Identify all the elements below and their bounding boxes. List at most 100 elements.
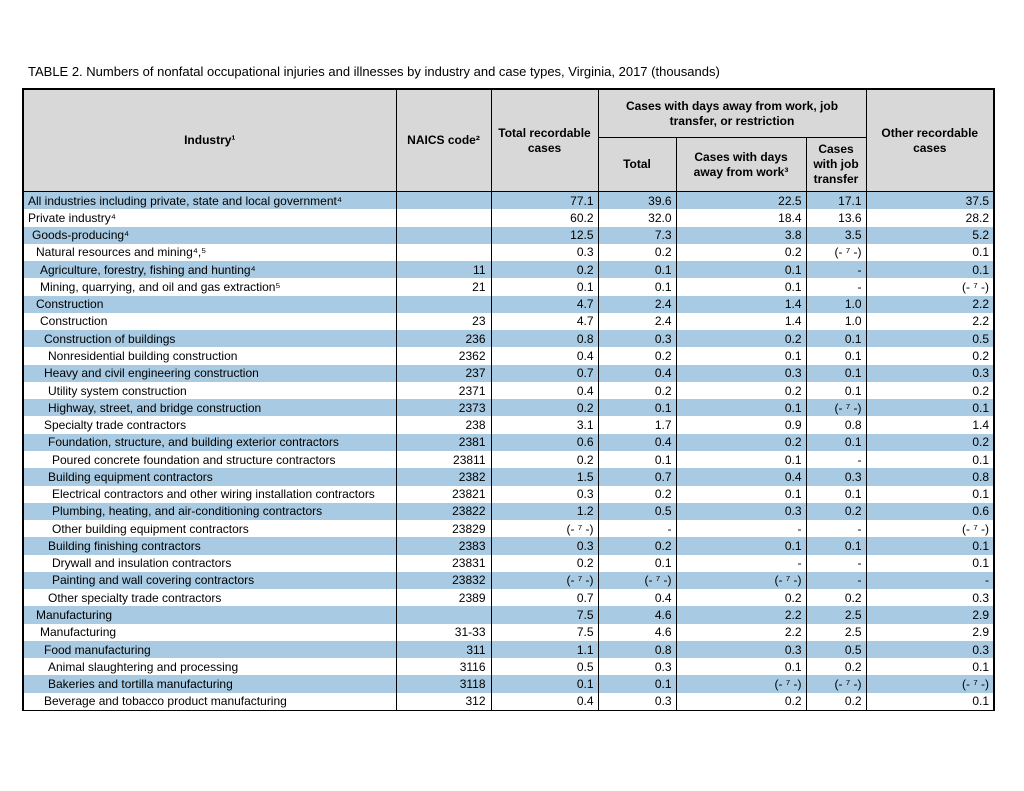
days-away-from-work-cell: 0.2 [675, 330, 807, 348]
dart-total-cell: (- ⁷ -) [597, 571, 677, 590]
total-recordable-cell: 0.4 [490, 347, 599, 365]
job-transfer-cell: 0.1 [805, 330, 867, 348]
dart-total-cell: 0.2 [597, 381, 677, 400]
industry-name-cell: Manufacturing [22, 623, 397, 641]
industry-name-cell: Highway, street, and bridge construction [22, 399, 397, 417]
dart-total-cell: 0.5 [597, 502, 677, 521]
column-header-naics-code: NAICS code² [395, 88, 492, 192]
naics-code-cell: 312 [395, 692, 492, 711]
other-recordable-cell: 2.2 [865, 312, 995, 331]
industry-name-cell: Private industry⁴ [22, 209, 397, 227]
job-transfer-cell: 2.5 [805, 606, 867, 624]
days-away-from-work-cell: 0.1 [675, 278, 807, 296]
total-recordable-cell: (- ⁷ -) [490, 571, 599, 590]
industry-name-cell: Specialty trade contractors [22, 416, 397, 434]
days-away-from-work-cell: 18.4 [675, 209, 807, 227]
industry-name-cell: Painting and wall covering contractors [22, 571, 397, 590]
job-transfer-cell: (- ⁷ -) [805, 675, 867, 693]
days-away-from-work-cell: 0.1 [675, 261, 807, 279]
other-recordable-cell: 0.1 [865, 261, 995, 279]
naics-code-cell: 2389 [395, 589, 492, 607]
industry-name-cell: Construction of buildings [22, 330, 397, 348]
dart-total-cell: 0.2 [597, 485, 677, 503]
column-header-total-recordable-cases: Total recordable cases [490, 88, 599, 192]
total-recordable-cell: 0.3 [490, 485, 599, 503]
other-recordable-cell: 0.1 [865, 537, 995, 555]
days-away-from-work-cell: 0.1 [675, 658, 807, 676]
table-row: Manufacturing 31-33 7.5 4.6 2.2 2.5 2.9 [22, 623, 995, 641]
dart-total-cell: 7.3 [597, 226, 677, 244]
days-away-from-work-cell: (- ⁷ -) [675, 675, 807, 693]
table-row: Beverage and tobacco product manufacturi… [22, 692, 995, 711]
table-row: Construction 23 4.7 2.4 1.4 1.0 2.2 [22, 312, 995, 331]
job-transfer-cell: 0.5 [805, 640, 867, 659]
total-recordable-cell: 7.5 [490, 606, 599, 624]
table-row: Construction 4.7 2.4 1.4 1.0 2.2 [22, 295, 995, 313]
other-recordable-cell: 0.1 [865, 450, 995, 469]
total-recordable-cell: 12.5 [490, 226, 599, 244]
column-header-dart-total: Total [597, 137, 677, 192]
table-row: Natural resources and mining⁴,⁵ 0.3 0.2 … [22, 243, 995, 262]
job-transfer-cell: 13.6 [805, 209, 867, 227]
industry-name-cell: Foundation, structure, and building exte… [22, 433, 397, 451]
other-recordable-cell: 0.1 [865, 399, 995, 417]
total-recordable-cell: (- ⁷ -) [490, 520, 599, 538]
table-row: All industries including private, state … [22, 191, 995, 210]
job-transfer-cell: 0.1 [805, 485, 867, 503]
column-header-days-away-from-work: Cases with days away from work³ [675, 137, 807, 192]
other-recordable-cell: 2.9 [865, 623, 995, 641]
other-recordable-cell: 0.3 [865, 640, 995, 659]
dart-total-cell: 0.8 [597, 640, 677, 659]
other-recordable-cell: 0.8 [865, 468, 995, 486]
job-transfer-cell: - [805, 554, 867, 572]
industry-name-cell: Manufacturing [22, 606, 397, 624]
table-row: Agriculture, forestry, fishing and hunti… [22, 261, 995, 279]
dart-total-cell: 0.3 [597, 692, 677, 711]
injuries-table: Industry¹ NAICS code² Total recordable c… [22, 88, 995, 711]
other-recordable-cell: 0.1 [865, 485, 995, 503]
industry-name-cell: Animal slaughtering and processing [22, 658, 397, 676]
dart-total-cell: 1.7 [597, 416, 677, 434]
table-row: Foundation, structure, and building exte… [22, 433, 995, 451]
job-transfer-cell: 1.0 [805, 312, 867, 331]
total-recordable-cell: 60.2 [490, 209, 599, 227]
table-row: Other building equipment contractors 238… [22, 520, 995, 538]
job-transfer-cell: 0.2 [805, 502, 867, 521]
dart-total-cell: 0.2 [597, 537, 677, 555]
job-transfer-cell: 1.0 [805, 295, 867, 313]
total-recordable-cell: 0.5 [490, 658, 599, 676]
days-away-from-work-cell: 0.3 [675, 364, 807, 382]
days-away-from-work-cell: 1.4 [675, 295, 807, 313]
other-recordable-cell: (- ⁷ -) [865, 278, 995, 296]
naics-code-cell: 31-33 [395, 623, 492, 641]
dart-total-cell: 0.7 [597, 468, 677, 486]
other-recordable-cell: 37.5 [865, 191, 995, 210]
naics-code-cell: 23822 [395, 502, 492, 521]
table-row: Nonresidential building construction 236… [22, 347, 995, 365]
other-recordable-cell: 0.1 [865, 554, 995, 572]
table-body: All industries including private, state … [22, 191, 995, 711]
industry-name-cell: Other specialty trade contractors [22, 589, 397, 607]
table-row: Electrical contractors and other wiring … [22, 485, 995, 503]
naics-code-cell: 2381 [395, 433, 492, 451]
naics-code-cell: 237 [395, 364, 492, 382]
days-away-from-work-cell: 0.2 [675, 589, 807, 607]
table-row: Bakeries and tortilla manufacturing 3118… [22, 675, 995, 693]
naics-code-cell [395, 226, 492, 244]
table-row: Drywall and insulation contractors 23831… [22, 554, 995, 572]
days-away-from-work-cell: (- ⁷ -) [675, 571, 807, 590]
dart-total-cell: 39.6 [597, 191, 677, 210]
naics-code-cell: 2362 [395, 347, 492, 365]
total-recordable-cell: 0.3 [490, 537, 599, 555]
job-transfer-cell: (- ⁷ -) [805, 399, 867, 417]
days-away-from-work-cell: 0.1 [675, 399, 807, 417]
dart-total-cell: 0.1 [597, 399, 677, 417]
other-recordable-cell: 0.3 [865, 589, 995, 607]
job-transfer-cell: 0.1 [805, 537, 867, 555]
table-row: Utility system construction 2371 0.4 0.2… [22, 381, 995, 400]
job-transfer-cell: - [805, 571, 867, 590]
total-recordable-cell: 0.4 [490, 381, 599, 400]
total-recordable-cell: 1.1 [490, 640, 599, 659]
table-row: Private industry⁴ 60.2 32.0 18.4 13.6 28… [22, 209, 995, 227]
naics-code-cell: 11 [395, 261, 492, 279]
